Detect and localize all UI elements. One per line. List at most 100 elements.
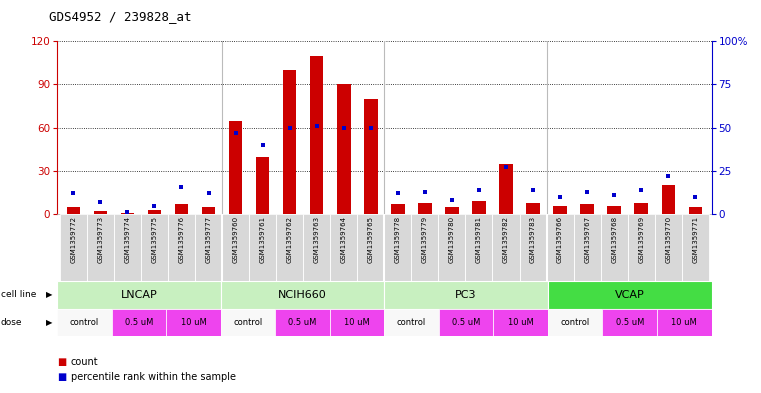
Text: ▶: ▶ bbox=[46, 318, 53, 327]
Text: GSM1359763: GSM1359763 bbox=[314, 216, 320, 263]
Bar bbox=[148, 210, 161, 214]
Bar bbox=[275, 309, 330, 336]
Text: GSM1359767: GSM1359767 bbox=[584, 216, 590, 263]
Bar bbox=[357, 214, 384, 281]
Bar bbox=[229, 121, 242, 214]
Bar bbox=[654, 214, 682, 281]
Bar bbox=[418, 203, 431, 214]
Text: ■: ■ bbox=[57, 372, 66, 382]
Text: GSM1359777: GSM1359777 bbox=[205, 216, 212, 263]
Text: GSM1359774: GSM1359774 bbox=[124, 216, 130, 263]
Bar bbox=[607, 206, 621, 214]
Bar bbox=[337, 84, 351, 214]
Bar bbox=[548, 309, 603, 336]
Text: GSM1359761: GSM1359761 bbox=[260, 216, 266, 263]
Text: GSM1359775: GSM1359775 bbox=[151, 216, 158, 263]
Bar bbox=[168, 214, 195, 281]
Bar bbox=[520, 214, 546, 281]
Text: control: control bbox=[561, 318, 590, 327]
Text: count: count bbox=[71, 356, 98, 367]
Text: 10 uM: 10 uM bbox=[671, 318, 697, 327]
Bar bbox=[175, 204, 188, 214]
Bar bbox=[283, 70, 297, 214]
Text: 10 uM: 10 uM bbox=[344, 318, 370, 327]
Text: ■: ■ bbox=[57, 356, 66, 367]
Text: control: control bbox=[234, 318, 263, 327]
Bar bbox=[330, 309, 384, 336]
Bar bbox=[527, 203, 540, 214]
Text: GSM1359769: GSM1359769 bbox=[638, 216, 645, 263]
Bar bbox=[195, 214, 222, 281]
Bar bbox=[249, 214, 276, 281]
Text: GSM1359768: GSM1359768 bbox=[611, 216, 617, 263]
Bar bbox=[635, 203, 648, 214]
Text: 10 uM: 10 uM bbox=[508, 318, 533, 327]
Bar bbox=[121, 213, 134, 214]
Bar bbox=[221, 309, 275, 336]
Bar bbox=[87, 214, 114, 281]
Text: cell line: cell line bbox=[1, 290, 36, 299]
Text: 10 uM: 10 uM bbox=[180, 318, 206, 327]
Text: VCAP: VCAP bbox=[615, 290, 645, 300]
Text: GSM1359783: GSM1359783 bbox=[530, 216, 536, 263]
Bar bbox=[412, 214, 438, 281]
Text: GSM1359776: GSM1359776 bbox=[179, 216, 184, 263]
Text: GDS4952 / 239828_at: GDS4952 / 239828_at bbox=[49, 10, 192, 23]
Bar bbox=[112, 309, 166, 336]
Text: GSM1359770: GSM1359770 bbox=[665, 216, 671, 263]
Bar bbox=[166, 309, 221, 336]
Bar bbox=[66, 207, 80, 214]
Text: LNCAP: LNCAP bbox=[120, 290, 158, 300]
Text: GSM1359772: GSM1359772 bbox=[70, 216, 76, 263]
Text: GSM1359780: GSM1359780 bbox=[449, 216, 455, 263]
Bar bbox=[438, 214, 466, 281]
Bar bbox=[364, 99, 377, 214]
Bar bbox=[600, 214, 628, 281]
Text: GSM1359764: GSM1359764 bbox=[341, 216, 347, 263]
Text: GSM1359765: GSM1359765 bbox=[368, 216, 374, 263]
Bar bbox=[114, 214, 141, 281]
Text: GSM1359762: GSM1359762 bbox=[287, 216, 293, 263]
Text: GSM1359778: GSM1359778 bbox=[395, 216, 401, 263]
Bar bbox=[628, 214, 654, 281]
Bar bbox=[492, 214, 520, 281]
Bar bbox=[439, 309, 493, 336]
Bar bbox=[384, 214, 412, 281]
Bar bbox=[221, 281, 384, 309]
Text: NCIH660: NCIH660 bbox=[278, 290, 327, 300]
Bar bbox=[445, 207, 459, 214]
Bar bbox=[493, 309, 548, 336]
Text: percentile rank within the sample: percentile rank within the sample bbox=[71, 372, 236, 382]
Bar bbox=[384, 281, 548, 309]
Bar bbox=[603, 309, 657, 336]
Bar bbox=[499, 164, 513, 214]
Text: GSM1359760: GSM1359760 bbox=[233, 216, 238, 263]
Bar bbox=[57, 281, 221, 309]
Bar bbox=[141, 214, 168, 281]
Bar bbox=[310, 56, 323, 214]
Bar bbox=[202, 207, 215, 214]
Bar bbox=[553, 206, 567, 214]
Bar bbox=[661, 185, 675, 214]
Bar bbox=[466, 214, 492, 281]
Bar bbox=[384, 309, 439, 336]
Text: 0.5 uM: 0.5 uM bbox=[616, 318, 644, 327]
Text: ▶: ▶ bbox=[46, 290, 53, 299]
Bar bbox=[303, 214, 330, 281]
Text: control: control bbox=[70, 318, 99, 327]
Text: GSM1359781: GSM1359781 bbox=[476, 216, 482, 263]
Text: dose: dose bbox=[1, 318, 22, 327]
Bar bbox=[391, 204, 405, 214]
Bar bbox=[222, 214, 249, 281]
Bar bbox=[94, 211, 107, 214]
Bar bbox=[472, 201, 486, 214]
Text: 0.5 uM: 0.5 uM bbox=[288, 318, 317, 327]
Text: GSM1359766: GSM1359766 bbox=[557, 216, 563, 263]
Text: GSM1359779: GSM1359779 bbox=[422, 216, 428, 263]
Text: GSM1359771: GSM1359771 bbox=[693, 216, 699, 263]
Bar bbox=[546, 214, 574, 281]
Text: 0.5 uM: 0.5 uM bbox=[125, 318, 153, 327]
Bar bbox=[57, 309, 112, 336]
Bar bbox=[682, 214, 708, 281]
Bar bbox=[276, 214, 303, 281]
